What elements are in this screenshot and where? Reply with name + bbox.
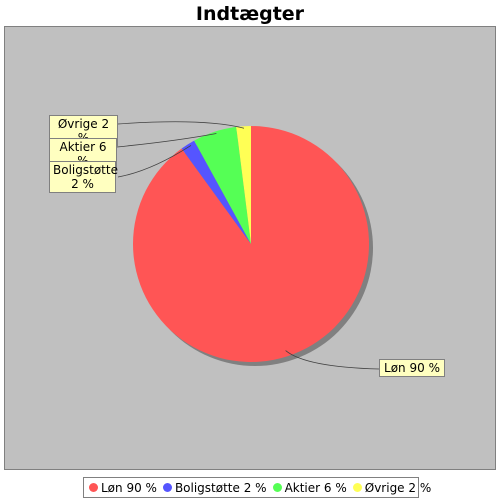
legend-label-lon: Løn 90 % [101, 480, 157, 495]
legend-swatch-aktier [272, 483, 282, 492]
leader-line-lon [285, 350, 380, 370]
callout-lon: Løn 90 % [379, 359, 445, 377]
pie-slice-aktier [194, 126, 251, 244]
pie-slice-boligstotte [181, 140, 251, 244]
legend-label-ovrige: Øvrige 2 % [364, 480, 432, 495]
legend-item-lon: Løn 90 % [89, 481, 157, 495]
callout-boligstotte: Boligstøtte 2 % [49, 161, 118, 193]
legend-item-aktier: Aktier 6 % [272, 480, 347, 495]
legend: Løn 90 % Boligstøtte 2 % Aktier 6 % Øvri… [83, 477, 431, 498]
pie-slice-lon [133, 126, 370, 362]
chart-title: Indtægter [195, 3, 305, 25]
legend-swatch-lon [89, 483, 98, 492]
pie-chart [116, 121, 380, 370]
leader-line-boligstotte [117, 145, 192, 178]
legend-item-ovrige: Øvrige 2 % [352, 480, 432, 495]
legend-label-boligstotte: Boligstøtte 2 % [174, 480, 267, 495]
legend-item-boligstotte: Boligstøtte 2 % [162, 480, 267, 495]
legend-swatch-boligstotte [162, 483, 172, 492]
legend-label-aktier: Aktier 6 % [284, 480, 347, 495]
leader-line-aktier [116, 133, 217, 148]
pie-slice-ovrige [236, 126, 251, 244]
legend-swatch-ovrige [352, 483, 362, 492]
leader-line-ovrige [117, 121, 245, 129]
plot-area: Øvrige 2 % Aktier 6 % Boligstøtte 2 % Lø… [4, 26, 496, 470]
